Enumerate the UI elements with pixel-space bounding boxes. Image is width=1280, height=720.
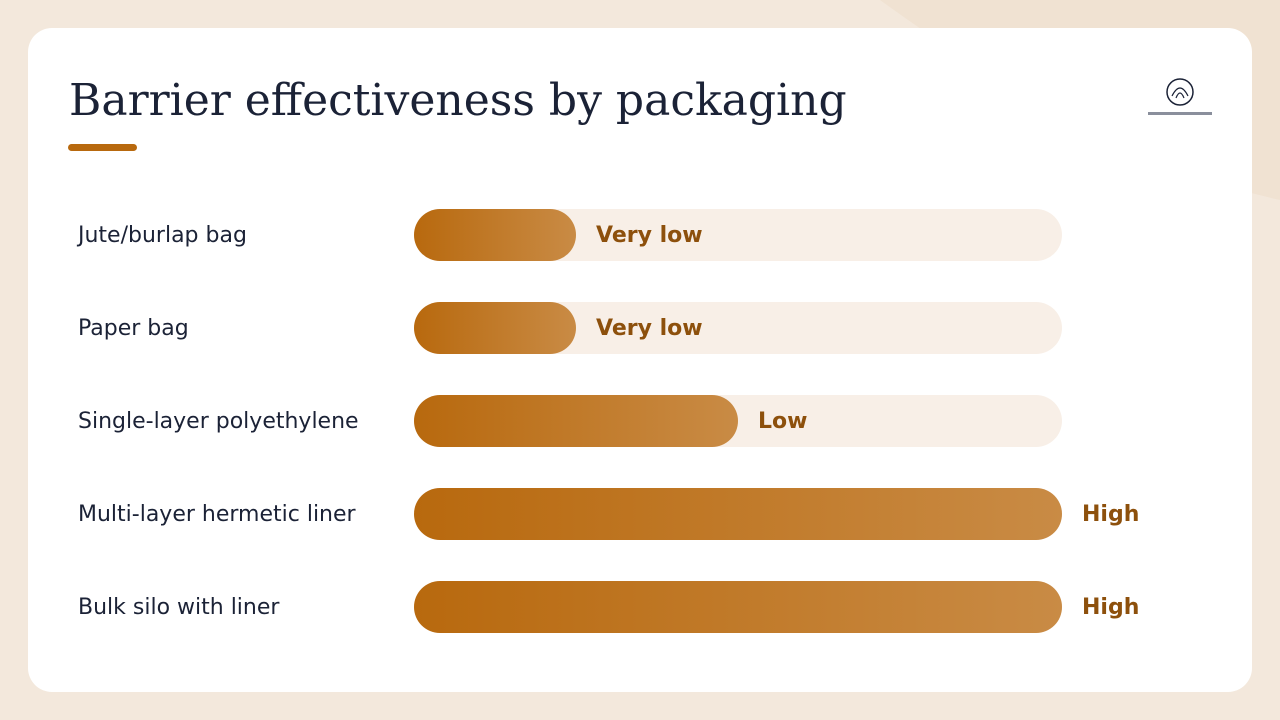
bar: [414, 488, 1062, 540]
value-label: High: [1082, 502, 1139, 527]
logo: [1148, 78, 1212, 115]
bar-track: [414, 209, 1062, 261]
bar: [414, 581, 1062, 633]
value-label: Low: [758, 409, 807, 434]
value-label: Very low: [596, 316, 703, 341]
category-label: Single-layer polyethylene: [78, 409, 359, 434]
bar-track: [414, 302, 1062, 354]
category-label: Multi-layer hermetic liner: [78, 502, 357, 527]
value-label: High: [1082, 595, 1139, 620]
category-label: Jute/burlap bag: [76, 223, 247, 248]
title-accent: [68, 144, 137, 151]
bar: [414, 395, 738, 447]
chart-title: Barrier effectiveness by packaging: [69, 75, 847, 126]
bar-rows: Jute/burlap bag Very low Paper bag Very low…: [76, 209, 1139, 633]
value-label: Very low: [596, 223, 703, 248]
bar: [414, 209, 576, 261]
category-label: Bulk silo with liner: [78, 595, 280, 620]
category-label: Paper bag: [78, 316, 189, 341]
bar: [414, 302, 576, 354]
